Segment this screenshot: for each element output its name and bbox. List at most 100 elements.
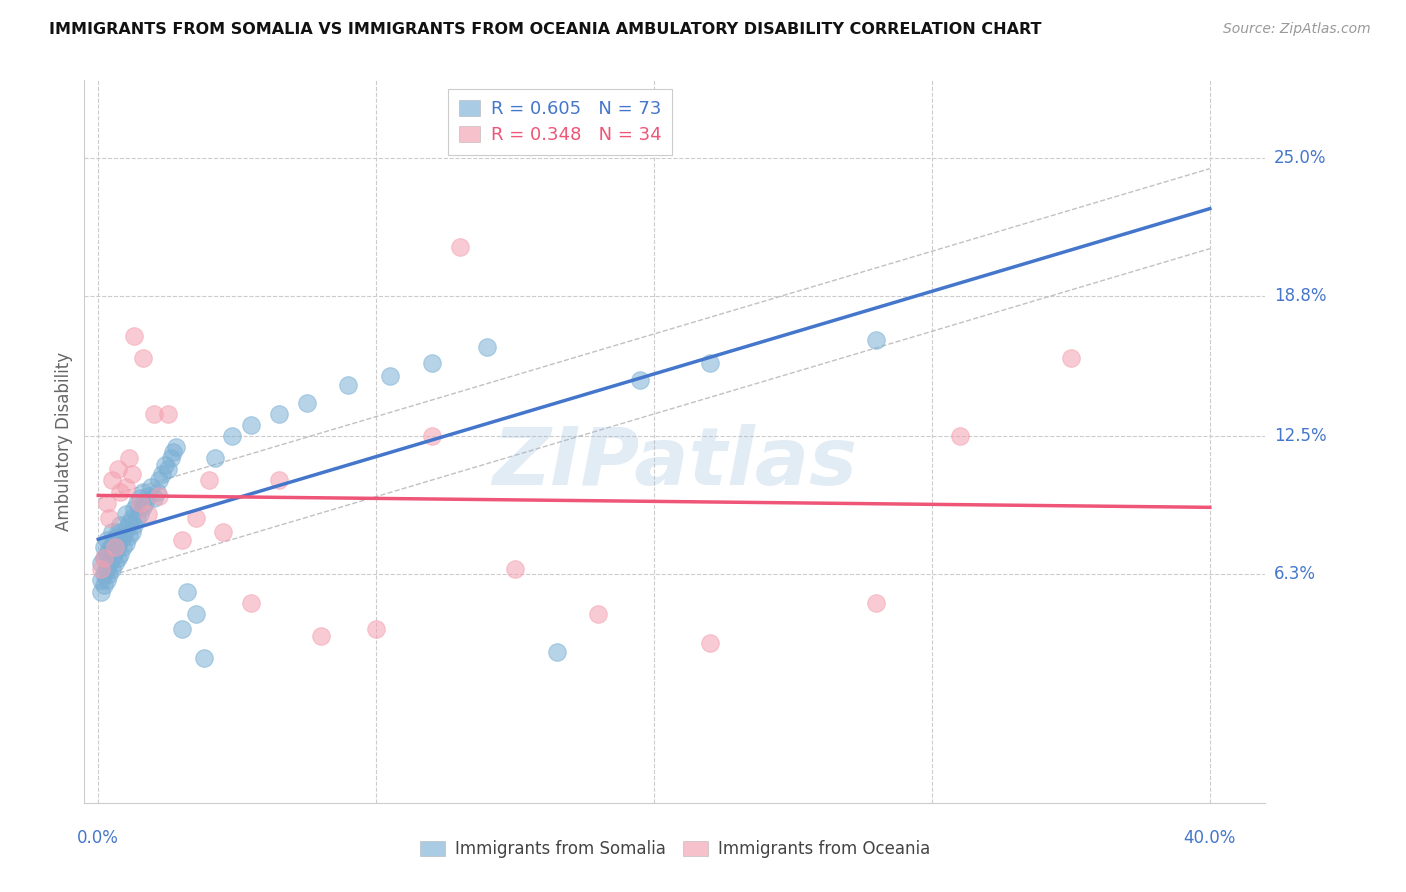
Point <box>449 240 471 254</box>
Text: 18.8%: 18.8% <box>1274 287 1326 305</box>
Point <box>132 484 155 499</box>
Point <box>136 489 159 503</box>
Point <box>96 496 118 510</box>
Point <box>156 407 179 421</box>
Y-axis label: Ambulatory Disability: Ambulatory Disability <box>55 352 73 531</box>
Point <box>127 496 149 510</box>
Point <box>93 551 115 566</box>
Point <box>98 511 121 525</box>
Point <box>101 562 124 576</box>
Point <box>107 538 129 552</box>
Text: IMMIGRANTS FROM SOMALIA VS IMMIGRANTS FROM OCEANIA AMBULATORY DISABILITY CORRELA: IMMIGRANTS FROM SOMALIA VS IMMIGRANTS FR… <box>49 22 1042 37</box>
Text: ZIPatlas: ZIPatlas <box>492 425 858 502</box>
Point <box>90 584 112 599</box>
Point <box>107 524 129 539</box>
Point <box>295 395 318 409</box>
Point <box>162 444 184 458</box>
Point <box>115 522 138 536</box>
Point <box>121 511 143 525</box>
Point <box>90 574 112 588</box>
Legend: Immigrants from Somalia, Immigrants from Oceania: Immigrants from Somalia, Immigrants from… <box>412 832 938 867</box>
Point <box>420 356 443 370</box>
Point <box>198 474 221 488</box>
Point <box>699 636 721 650</box>
Point <box>240 596 263 610</box>
Point <box>118 529 141 543</box>
Point <box>949 429 972 443</box>
Point <box>90 556 112 570</box>
Point <box>112 540 135 554</box>
Point <box>124 517 146 532</box>
Point <box>129 507 152 521</box>
Point <box>148 489 170 503</box>
Point <box>165 440 187 454</box>
Point <box>110 547 132 561</box>
Point <box>93 540 115 554</box>
Point <box>93 551 115 566</box>
Point <box>337 377 360 392</box>
Point <box>240 417 263 432</box>
Point <box>420 429 443 443</box>
Text: 6.3%: 6.3% <box>1274 565 1316 582</box>
Text: 40.0%: 40.0% <box>1184 830 1236 847</box>
Text: 12.5%: 12.5% <box>1274 427 1326 445</box>
Point <box>107 462 129 476</box>
Point <box>115 507 138 521</box>
Point <box>129 491 152 506</box>
Point <box>267 474 290 488</box>
Point <box>98 556 121 570</box>
Point <box>115 535 138 549</box>
Point <box>96 574 118 588</box>
Point <box>134 496 156 510</box>
Point <box>115 480 138 494</box>
Point <box>221 429 243 443</box>
Point <box>129 496 152 510</box>
Point <box>309 629 332 643</box>
Point <box>124 329 146 343</box>
Point <box>127 511 149 525</box>
Point <box>156 462 179 476</box>
Point <box>101 524 124 539</box>
Point <box>136 507 159 521</box>
Point <box>212 524 235 539</box>
Point <box>107 551 129 566</box>
Point <box>101 474 124 488</box>
Point <box>93 566 115 581</box>
Point <box>110 533 132 548</box>
Point <box>267 407 290 421</box>
Point <box>124 502 146 516</box>
Point <box>101 551 124 566</box>
Point <box>588 607 610 621</box>
Point <box>477 340 499 354</box>
Point <box>93 578 115 592</box>
Point <box>148 474 170 488</box>
Point <box>96 562 118 576</box>
Point <box>104 540 127 554</box>
Point <box>699 356 721 370</box>
Point <box>90 562 112 576</box>
Point <box>153 458 176 472</box>
Point <box>503 562 526 576</box>
Point <box>132 351 155 366</box>
Point <box>142 491 165 506</box>
Point <box>366 623 388 637</box>
Point <box>628 373 651 387</box>
Point <box>96 533 118 548</box>
Point <box>139 480 162 494</box>
Point <box>150 467 173 481</box>
Point <box>193 651 215 665</box>
Text: 0.0%: 0.0% <box>77 830 120 847</box>
Point <box>98 566 121 581</box>
Point <box>96 547 118 561</box>
Point <box>121 524 143 539</box>
Point <box>159 451 181 466</box>
Point <box>104 556 127 570</box>
Point <box>546 645 568 659</box>
Point <box>104 531 127 545</box>
Point <box>118 516 141 530</box>
Point <box>98 542 121 557</box>
Point <box>176 584 198 599</box>
Point <box>104 544 127 558</box>
Point <box>112 529 135 543</box>
Point <box>110 517 132 532</box>
